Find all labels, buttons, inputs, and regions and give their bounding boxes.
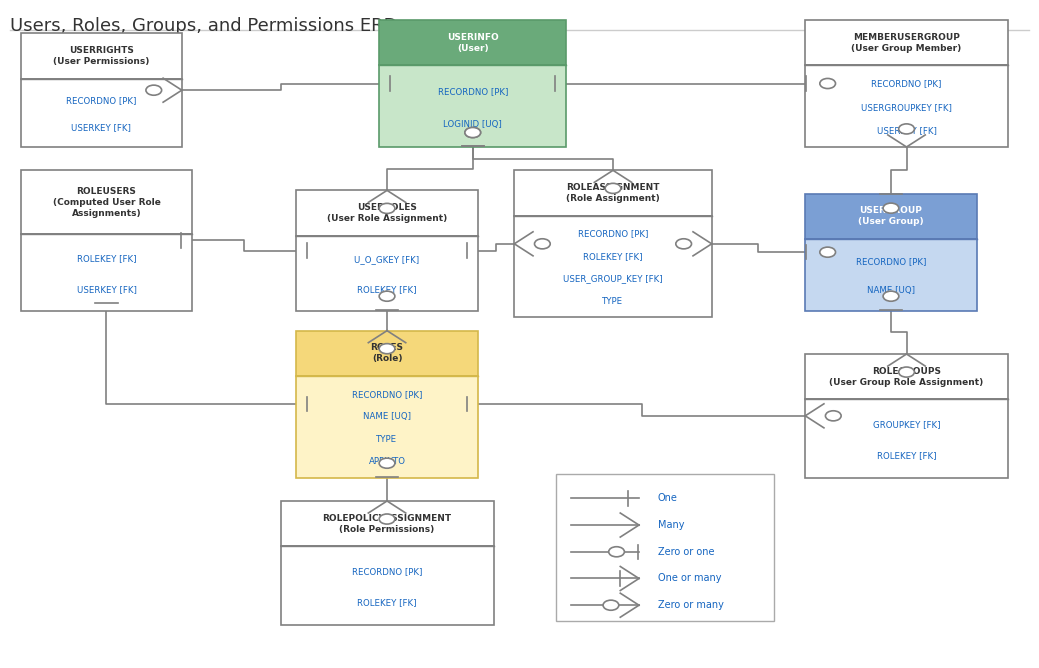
Circle shape — [605, 183, 621, 194]
Text: ROLEKEY [FK]: ROLEKEY [FK] — [357, 599, 417, 607]
Text: USERRIGHTS
(User Permissions): USERRIGHTS (User Permissions) — [53, 46, 150, 66]
Text: RECORDNO [PK]: RECORDNO [PK] — [578, 229, 648, 238]
FancyBboxPatch shape — [514, 170, 712, 216]
Text: Zero or many: Zero or many — [658, 601, 723, 610]
Text: Users, Roles, Groups, and Permissions ERD: Users, Roles, Groups, and Permissions ER… — [10, 17, 398, 35]
FancyBboxPatch shape — [805, 239, 977, 311]
Text: USERKEY [FK]: USERKEY [FK] — [877, 126, 936, 135]
FancyBboxPatch shape — [281, 501, 494, 546]
Text: ROLES
(Role): ROLES (Role) — [371, 343, 403, 363]
Text: ROLEKEY [FK]: ROLEKEY [FK] — [77, 255, 136, 263]
Text: USERKEY [FK]: USERKEY [FK] — [77, 285, 136, 294]
Text: RECORDNO [PK]: RECORDNO [PK] — [856, 258, 926, 267]
FancyBboxPatch shape — [21, 234, 192, 311]
Circle shape — [379, 514, 395, 524]
Text: TYPE: TYPE — [603, 297, 623, 306]
FancyBboxPatch shape — [514, 216, 712, 317]
Text: ROLEKEY [FK]: ROLEKEY [FK] — [357, 285, 417, 294]
FancyBboxPatch shape — [21, 33, 182, 79]
FancyBboxPatch shape — [379, 20, 566, 65]
Text: NAME [UQ]: NAME [UQ] — [867, 286, 915, 295]
Text: TYPE: TYPE — [376, 435, 398, 444]
FancyBboxPatch shape — [805, 20, 1008, 65]
Text: GROUPKEY [FK]: GROUPKEY [FK] — [873, 420, 940, 429]
Text: RECORDNO [PK]: RECORDNO [PK] — [437, 87, 508, 96]
Text: RECORDNO [PK]: RECORDNO [PK] — [872, 79, 941, 89]
FancyBboxPatch shape — [296, 331, 478, 376]
FancyBboxPatch shape — [296, 190, 478, 236]
FancyBboxPatch shape — [21, 79, 182, 147]
Text: USERINFO
(User): USERINFO (User) — [447, 33, 499, 53]
Text: USERGROUPKEY [FK]: USERGROUPKEY [FK] — [861, 103, 952, 112]
FancyBboxPatch shape — [556, 474, 774, 621]
FancyBboxPatch shape — [805, 194, 977, 239]
FancyBboxPatch shape — [296, 236, 478, 311]
Text: RECORDNO [PK]: RECORDNO [PK] — [352, 567, 422, 576]
Circle shape — [820, 247, 835, 257]
FancyBboxPatch shape — [296, 376, 478, 478]
Text: ROLEASSIGNMENT
(Role Assignment): ROLEASSIGNMENT (Role Assignment) — [566, 183, 660, 203]
Circle shape — [379, 291, 395, 301]
FancyBboxPatch shape — [379, 65, 566, 147]
Circle shape — [379, 343, 395, 354]
Text: USER_GROUP_KEY [FK]: USER_GROUP_KEY [FK] — [563, 275, 663, 283]
Text: ROLEUSERS
(Computed User Role
Assignments): ROLEUSERS (Computed User Role Assignment… — [53, 187, 160, 218]
Circle shape — [899, 124, 914, 134]
Text: ROLEKEY [FK]: ROLEKEY [FK] — [877, 452, 936, 460]
FancyBboxPatch shape — [805, 354, 1008, 399]
Text: MEMBERUSERGROUP
(User Group Member): MEMBERUSERGROUP (User Group Member) — [851, 33, 962, 53]
Text: One: One — [658, 494, 677, 503]
Circle shape — [899, 367, 914, 377]
Text: RECORDNO [PK]: RECORDNO [PK] — [352, 389, 422, 399]
Text: One or many: One or many — [658, 574, 721, 583]
Text: ROLEGROUPS
(User Group Role Assignment): ROLEGROUPS (User Group Role Assignment) — [829, 367, 984, 387]
Text: NAME [UQ]: NAME [UQ] — [363, 412, 411, 422]
FancyBboxPatch shape — [805, 399, 1008, 478]
Circle shape — [464, 128, 481, 138]
FancyBboxPatch shape — [281, 546, 494, 625]
Text: RECORDNO [PK]: RECORDNO [PK] — [66, 96, 136, 105]
Circle shape — [534, 238, 551, 249]
Circle shape — [464, 128, 481, 138]
Text: Many: Many — [658, 520, 685, 530]
Circle shape — [379, 203, 395, 214]
Text: LOGINID [UQ]: LOGINID [UQ] — [444, 120, 502, 129]
Circle shape — [609, 546, 624, 557]
FancyBboxPatch shape — [21, 170, 192, 234]
Circle shape — [820, 78, 835, 89]
Circle shape — [825, 411, 842, 421]
Circle shape — [379, 458, 395, 468]
Text: ROLEPOLICYASSIGNMENT
(Role Permissions): ROLEPOLICYASSIGNMENT (Role Permissions) — [322, 514, 452, 534]
Text: Zero or one: Zero or one — [658, 547, 714, 556]
FancyBboxPatch shape — [805, 65, 1008, 147]
Text: USERGROUP
(User Group): USERGROUP (User Group) — [858, 206, 924, 226]
Circle shape — [145, 85, 162, 96]
Text: U_O_GKEY [FK]: U_O_GKEY [FK] — [354, 255, 420, 265]
Circle shape — [883, 203, 899, 213]
Text: USERKEY [FK]: USERKEY [FK] — [72, 124, 131, 132]
Text: USERROLES
(User Role Assignment): USERROLES (User Role Assignment) — [327, 203, 447, 223]
Circle shape — [603, 600, 619, 611]
Text: ROLEKEY [FK]: ROLEKEY [FK] — [583, 252, 643, 261]
Circle shape — [883, 291, 899, 301]
Circle shape — [675, 238, 692, 249]
Text: APPLYTO: APPLYTO — [369, 458, 405, 466]
